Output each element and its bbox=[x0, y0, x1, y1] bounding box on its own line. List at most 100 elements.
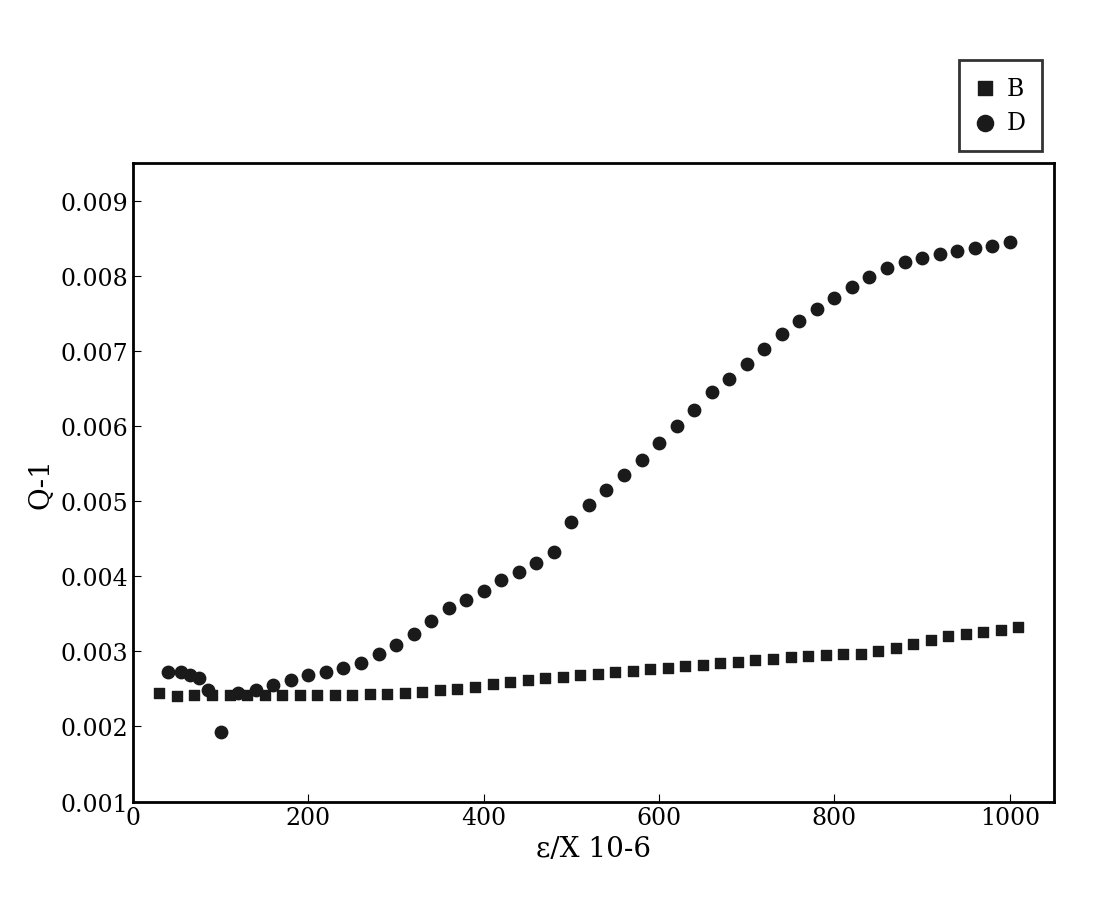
D bbox=[190, 670, 207, 685]
D bbox=[562, 516, 580, 530]
B bbox=[905, 637, 923, 651]
B bbox=[571, 669, 589, 683]
D bbox=[861, 271, 878, 285]
B bbox=[800, 649, 817, 663]
D bbox=[440, 601, 458, 616]
D bbox=[984, 240, 1001, 254]
B bbox=[746, 653, 764, 668]
D bbox=[545, 546, 562, 560]
B bbox=[169, 690, 186, 704]
D bbox=[650, 435, 668, 450]
D bbox=[199, 683, 216, 698]
D bbox=[825, 292, 843, 306]
B bbox=[659, 660, 676, 675]
D bbox=[703, 385, 721, 400]
D bbox=[843, 281, 861, 295]
D bbox=[878, 261, 896, 276]
B bbox=[712, 656, 730, 670]
Y-axis label: Q-1: Q-1 bbox=[28, 457, 55, 508]
D bbox=[966, 241, 984, 256]
D bbox=[791, 314, 808, 329]
B bbox=[396, 686, 414, 701]
D bbox=[632, 453, 650, 467]
D bbox=[948, 244, 966, 259]
B bbox=[537, 671, 554, 686]
B bbox=[553, 670, 571, 684]
B bbox=[273, 688, 291, 702]
D bbox=[1000, 235, 1018, 250]
B bbox=[676, 660, 694, 674]
B bbox=[238, 688, 256, 702]
D bbox=[212, 724, 230, 739]
B bbox=[203, 688, 221, 702]
D bbox=[808, 302, 826, 317]
B bbox=[975, 625, 993, 640]
B bbox=[501, 675, 519, 690]
B bbox=[466, 680, 484, 694]
X-axis label: ε/X 10-6: ε/X 10-6 bbox=[536, 835, 651, 862]
B bbox=[641, 662, 659, 677]
D bbox=[369, 648, 387, 662]
B bbox=[484, 678, 501, 692]
B bbox=[887, 640, 905, 655]
D bbox=[160, 665, 177, 680]
D bbox=[335, 660, 353, 675]
D bbox=[317, 665, 335, 680]
B bbox=[221, 688, 238, 702]
B bbox=[308, 688, 326, 702]
D bbox=[615, 468, 633, 483]
B bbox=[519, 673, 537, 688]
D bbox=[230, 686, 247, 701]
D bbox=[755, 342, 773, 356]
D bbox=[721, 372, 739, 386]
D bbox=[913, 251, 930, 266]
B bbox=[852, 647, 869, 661]
D bbox=[299, 669, 317, 683]
D bbox=[353, 656, 370, 670]
B bbox=[448, 681, 466, 696]
B bbox=[694, 658, 712, 672]
B bbox=[1009, 620, 1027, 635]
B bbox=[729, 655, 746, 670]
D bbox=[172, 665, 190, 680]
D bbox=[475, 584, 492, 599]
B bbox=[326, 688, 344, 702]
D bbox=[580, 498, 598, 513]
B bbox=[834, 648, 852, 662]
D bbox=[423, 614, 440, 629]
B bbox=[922, 633, 939, 648]
B bbox=[256, 688, 274, 702]
D bbox=[685, 403, 703, 417]
B bbox=[344, 688, 362, 702]
D bbox=[457, 593, 475, 608]
B bbox=[185, 688, 203, 702]
B bbox=[589, 667, 607, 681]
B bbox=[624, 664, 642, 679]
D bbox=[405, 627, 423, 641]
B bbox=[151, 686, 169, 701]
B bbox=[939, 630, 957, 644]
D bbox=[510, 566, 528, 580]
B bbox=[816, 648, 834, 662]
D bbox=[528, 556, 546, 570]
B bbox=[360, 687, 378, 701]
D bbox=[668, 419, 685, 434]
Legend: B, D: B, D bbox=[959, 61, 1041, 152]
D bbox=[181, 669, 199, 683]
D bbox=[737, 357, 755, 372]
D bbox=[930, 248, 948, 262]
B bbox=[993, 622, 1010, 637]
D bbox=[896, 256, 914, 271]
B bbox=[782, 650, 800, 665]
D bbox=[773, 328, 791, 343]
D bbox=[387, 639, 405, 653]
B bbox=[414, 685, 431, 700]
D bbox=[598, 483, 615, 497]
D bbox=[282, 673, 299, 688]
D bbox=[264, 678, 282, 692]
B bbox=[378, 687, 396, 701]
B bbox=[431, 683, 449, 698]
B bbox=[764, 652, 782, 667]
B bbox=[291, 688, 308, 702]
D bbox=[247, 683, 265, 698]
